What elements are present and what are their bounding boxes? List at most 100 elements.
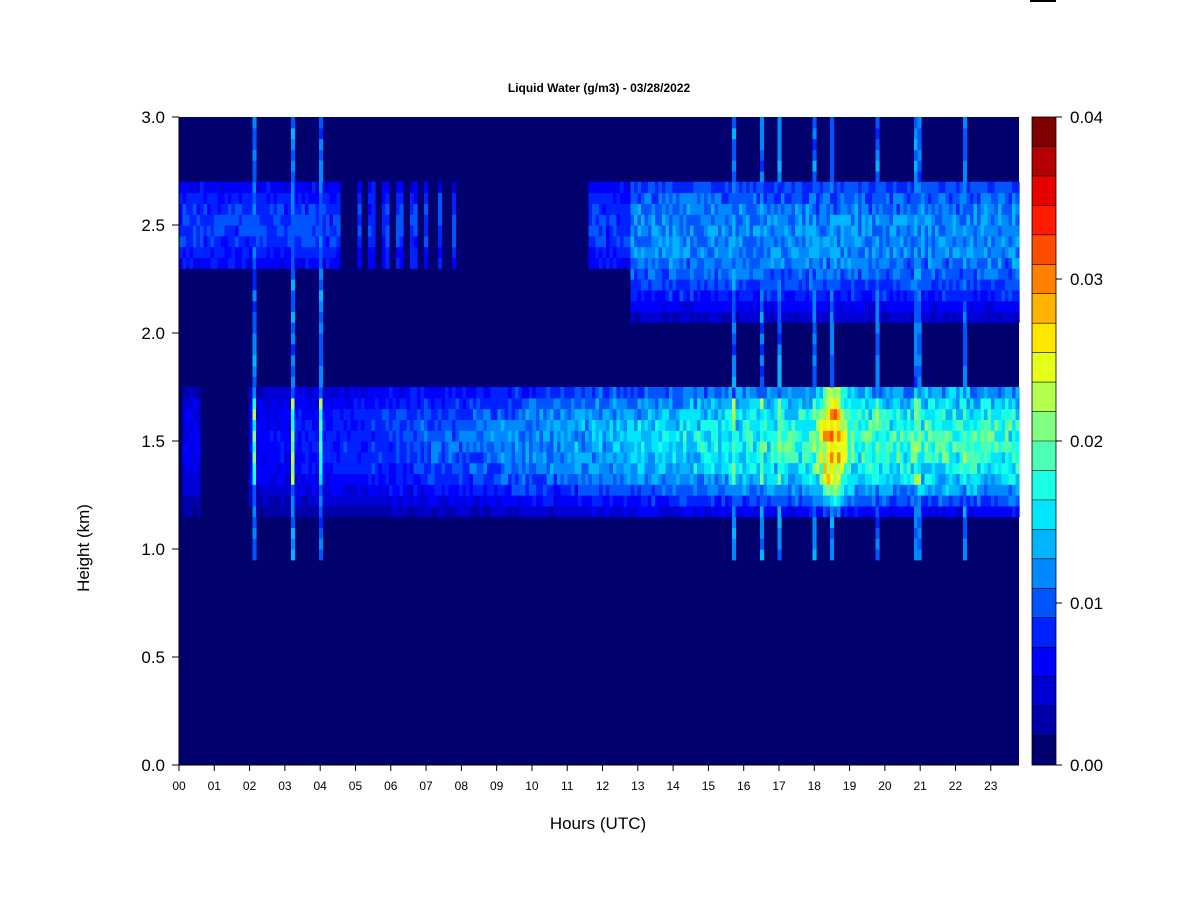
heatmap-cell <box>627 225 632 237</box>
heatmap-cell <box>655 505 660 518</box>
heatmap-cell <box>987 311 992 323</box>
y-tick-label: 2.0 <box>141 324 165 343</box>
heatmap-cell <box>854 495 859 507</box>
heatmap-cell <box>291 484 296 496</box>
heatmap-cell <box>1008 408 1013 420</box>
heatmap-cell <box>368 214 373 226</box>
heatmap-cell <box>592 235 597 248</box>
heatmap-cell <box>910 246 915 258</box>
heatmap-cell <box>994 419 999 431</box>
heatmap-cell <box>907 451 912 464</box>
heatmap-cell <box>844 246 849 258</box>
heatmap-cell <box>767 397 772 410</box>
heatmap-cell <box>910 462 915 474</box>
heatmap-cell <box>921 462 926 474</box>
heatmap-cell <box>315 484 320 496</box>
heatmap-cell <box>970 430 975 442</box>
heatmap-cell <box>560 451 565 464</box>
heatmap-cell <box>679 192 684 204</box>
heatmap-cell <box>746 462 751 474</box>
heatmap-cell <box>991 181 996 194</box>
heatmap-cell <box>508 441 513 453</box>
heatmap-cell <box>851 473 856 485</box>
heatmap-cell <box>1012 279 1017 291</box>
heatmap-cell <box>473 430 478 442</box>
heatmap-cell <box>980 495 985 507</box>
heatmap-cell <box>770 203 775 215</box>
heatmap-cell <box>179 181 184 194</box>
heatmap-cell <box>928 300 933 312</box>
heatmap-cell <box>371 484 376 496</box>
heatmap-cell <box>886 505 891 518</box>
heatmap-cell <box>977 225 982 237</box>
heatmap-cell <box>403 397 408 410</box>
heatmap-cell <box>487 484 492 496</box>
heatmap-cell <box>263 397 268 410</box>
heatmap-cell <box>431 397 436 410</box>
heatmap-cell <box>963 322 968 334</box>
heatmap-cell <box>252 387 257 399</box>
heatmap-cell <box>994 397 999 410</box>
heatmap-cell <box>665 214 670 226</box>
heatmap-cell <box>214 181 219 194</box>
heatmap-cell <box>700 430 705 442</box>
heatmap-cell <box>749 246 754 258</box>
heatmap-cell <box>760 408 765 420</box>
heatmap-cell <box>956 397 961 410</box>
heatmap-cell <box>693 246 698 258</box>
heatmap-cell <box>819 181 824 194</box>
heatmap-cell <box>949 235 954 248</box>
heatmap-cell <box>469 473 474 485</box>
heatmap-cell <box>686 451 691 464</box>
heatmap-cell <box>641 484 646 496</box>
heatmap-cell <box>504 451 509 464</box>
heatmap-cell <box>690 225 695 237</box>
heatmap-cell <box>651 225 656 237</box>
heatmap-cell <box>837 203 842 215</box>
heatmap-cell <box>770 268 775 280</box>
heatmap-cell <box>242 203 247 215</box>
heatmap-cell <box>364 419 369 431</box>
heatmap-cell <box>291 138 296 150</box>
heatmap-cell <box>305 397 310 410</box>
heatmap-cell <box>763 289 768 302</box>
heatmap-cell <box>886 203 891 215</box>
heatmap-cell <box>718 257 723 269</box>
heatmap-cell <box>438 246 443 258</box>
heatmap-cell <box>396 441 401 453</box>
heatmap-cell <box>907 225 912 237</box>
heatmap-cell <box>865 246 870 258</box>
heatmap-cell <box>697 246 702 258</box>
heatmap-cell <box>396 203 401 215</box>
heatmap-cell <box>711 484 716 496</box>
heatmap-cell <box>875 333 880 345</box>
heatmap-cell <box>658 225 663 237</box>
heatmap-cell <box>893 225 898 237</box>
heatmap-cell <box>945 268 950 280</box>
heatmap-cell <box>697 408 702 420</box>
heatmap-cell <box>399 225 404 237</box>
heatmap-cell <box>903 214 908 226</box>
heatmap-cell <box>455 430 460 442</box>
heatmap-cell <box>977 387 982 399</box>
heatmap-cell <box>347 451 352 464</box>
heatmap-cell <box>599 495 604 507</box>
heatmap-cell <box>690 311 695 323</box>
heatmap-cell <box>721 268 726 280</box>
heatmap-cell <box>784 505 789 518</box>
heatmap-cell <box>284 408 289 420</box>
heatmap-cell <box>662 225 667 237</box>
heatmap-cell <box>833 257 838 269</box>
heatmap-cell <box>669 462 674 474</box>
heatmap-cell <box>658 257 663 269</box>
heatmap-cell <box>536 473 541 485</box>
heatmap-cell <box>861 214 866 226</box>
heatmap-cell <box>903 246 908 258</box>
heatmap-cell <box>830 516 835 528</box>
heatmap-cell <box>984 214 989 226</box>
heatmap-cell <box>721 408 726 420</box>
heatmap-cell <box>732 257 737 269</box>
heatmap-cell <box>459 430 464 442</box>
heatmap-cell <box>249 192 254 204</box>
heatmap-cell <box>466 387 471 399</box>
